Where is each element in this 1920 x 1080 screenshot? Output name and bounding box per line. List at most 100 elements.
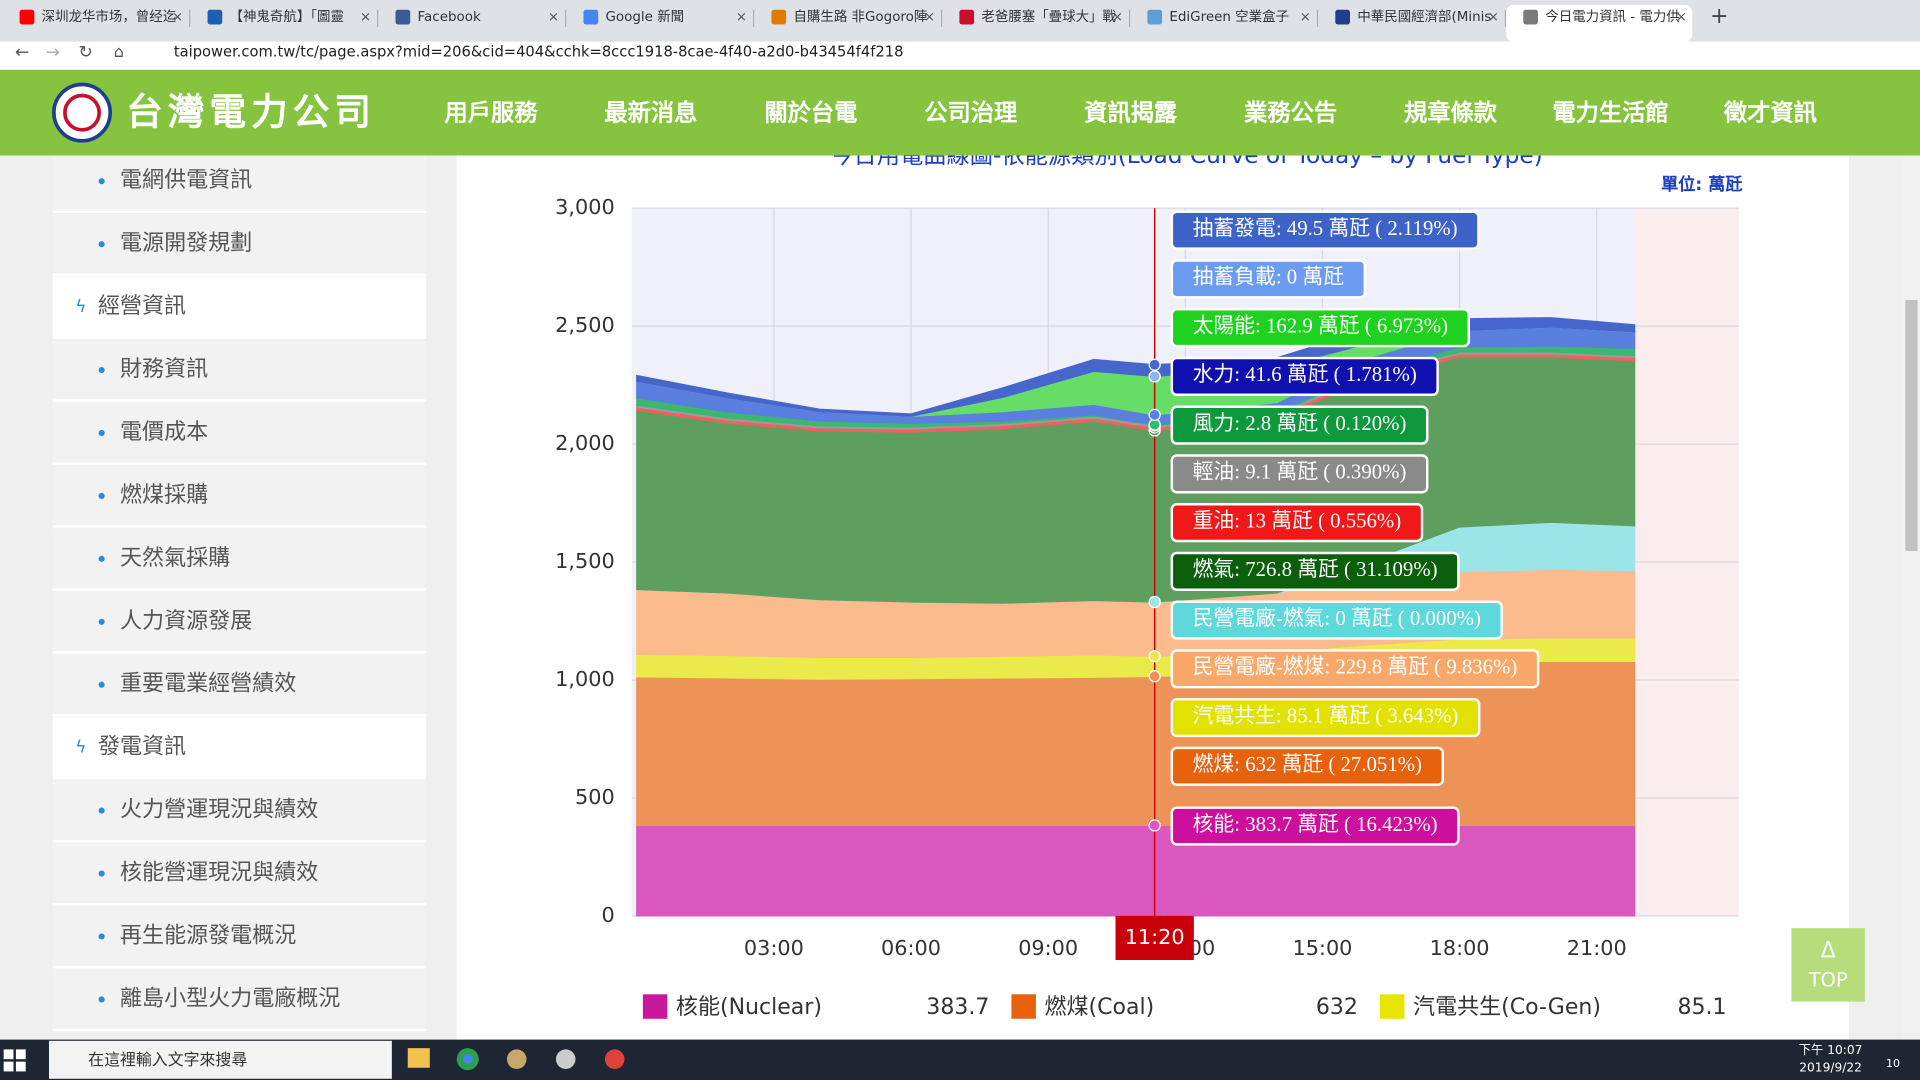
sidebar-item[interactable]: [52, 905, 427, 966]
tooltip-text: 抽蓄發電: 49.5 萬瓩 ( 2.119%): [1193, 216, 1458, 240]
x-tick-label: 03:00: [744, 936, 804, 960]
y-tick-label: 2,000: [555, 431, 615, 455]
sidebar-item[interactable]: [52, 842, 427, 903]
sidebar-label: 電源開發規劃: [120, 231, 252, 256]
tab-close[interactable]: ×: [1676, 10, 1687, 25]
sidebar-item[interactable]: [52, 465, 427, 526]
sidebar-bullet: [98, 681, 105, 688]
chrome-icon-center: [462, 1054, 473, 1065]
sidebar-label: 再生能源發電概況: [120, 923, 296, 948]
x-tick-label: 06:00: [881, 936, 941, 960]
legend-value: 632: [1316, 995, 1358, 1020]
legend-swatch[interactable]: [1011, 994, 1036, 1019]
tab-close[interactable]: ×: [736, 10, 747, 25]
unit-label: 單位: 萬瓩: [1661, 174, 1743, 195]
sidebar-label: 燃煤採購: [120, 483, 208, 508]
start-icon[interactable]: [3, 1061, 14, 1072]
explorer-icon[interactable]: [407, 1048, 430, 1068]
start-icon[interactable]: [3, 1049, 14, 1060]
tab-title: 今日電力資訊 - 電力供: [1545, 9, 1679, 25]
tab-icon: [771, 9, 787, 25]
x-tick-label: 21:00: [1567, 936, 1627, 960]
y-tick-label: 2,500: [555, 313, 615, 337]
forward-button[interactable]: →: [45, 43, 59, 63]
sidebar-item[interactable]: [52, 213, 427, 274]
legend-label[interactable]: 核能(Nuclear): [676, 995, 822, 1020]
tab-close[interactable]: ×: [172, 10, 183, 25]
tooltip-box: [1170, 356, 1439, 396]
clock-date[interactable]: 2019/9/22: [1799, 1060, 1862, 1074]
tab[interactable]: [1130, 4, 1317, 42]
sidebar-item[interactable]: [52, 339, 427, 400]
nav-item[interactable]: 關於台電: [764, 99, 857, 126]
nav-item[interactable]: 業務公告: [1243, 99, 1337, 126]
home-button[interactable]: ⌂: [114, 42, 124, 61]
sidebar-item[interactable]: [52, 528, 427, 589]
sidebar-item[interactable]: [52, 276, 427, 337]
nav-item[interactable]: 規章條款: [1404, 99, 1498, 126]
cursor-label: 11:20: [1125, 925, 1185, 949]
start-icon[interactable]: [15, 1061, 26, 1072]
reload-button[interactable]: ↻: [79, 43, 93, 63]
tab[interactable]: [1506, 4, 1693, 42]
sidebar-icon: ϟ: [75, 297, 86, 317]
start-icon[interactable]: [15, 1049, 26, 1060]
tab[interactable]: [566, 4, 753, 42]
sidebar-item[interactable]: [52, 968, 427, 1029]
tab-icon: [1523, 9, 1538, 25]
back-button[interactable]: ←: [15, 43, 29, 63]
tab-close[interactable]: ×: [1112, 10, 1123, 25]
notification-count[interactable]: 10: [1886, 1057, 1900, 1070]
scrollbar-thumb[interactable]: [1905, 300, 1918, 552]
tab[interactable]: [942, 4, 1129, 42]
tab-close[interactable]: ×: [924, 10, 935, 25]
tab-close[interactable]: ×: [360, 10, 371, 25]
tab[interactable]: [1318, 4, 1505, 42]
tab-close[interactable]: ×: [548, 10, 559, 25]
sidebar-item[interactable]: [52, 717, 427, 778]
legend-label[interactable]: 燃煤(Coal): [1044, 995, 1154, 1020]
nav-item[interactable]: 徵才資訊: [1723, 99, 1817, 126]
legend-swatch[interactable]: [642, 994, 668, 1019]
search-box[interactable]: [48, 1040, 392, 1079]
sidebar-bullet: [98, 492, 105, 499]
sidebar-bullet: [98, 807, 105, 814]
nav-item[interactable]: 電力生活館: [1552, 99, 1668, 126]
sidebar-bullet: [98, 241, 105, 248]
sidebar-label: 天然氣採購: [120, 546, 230, 571]
app-icon[interactable]: [506, 1049, 527, 1069]
tooltip-box: [1170, 649, 1540, 689]
sidebar-item[interactable]: [52, 591, 427, 652]
nav-item[interactable]: 公司治理: [924, 99, 1017, 126]
new-tab[interactable]: +: [1710, 4, 1728, 29]
top-button[interactable]: [1791, 928, 1865, 1002]
tab-close[interactable]: ×: [1300, 10, 1311, 25]
sidebar-bullet: [98, 933, 105, 940]
sidebar-item[interactable]: [52, 150, 427, 211]
tab-close[interactable]: ×: [1488, 10, 1499, 25]
tab[interactable]: [190, 4, 377, 42]
sidebar-item[interactable]: [52, 780, 427, 840]
nav-item[interactable]: 最新消息: [604, 99, 697, 126]
sidebar-item[interactable]: [52, 402, 427, 463]
tab[interactable]: [378, 4, 565, 42]
sidebar-item[interactable]: [52, 654, 427, 715]
nav-item[interactable]: 用戶服務: [445, 99, 539, 126]
legend-swatch[interactable]: [1380, 994, 1405, 1019]
top-icon: Δ: [1821, 938, 1836, 963]
cursor-dot: [1148, 370, 1161, 383]
tooltip-text: 重油: 13 萬瓩 ( 0.556%): [1193, 508, 1402, 532]
sidebar-bullet: [98, 870, 105, 877]
url[interactable]: taipower.com.tw/tc/page.aspx?mid=206&cid…: [174, 44, 904, 61]
clock-time[interactable]: 下午 10:07: [1799, 1043, 1863, 1057]
app-icon[interactable]: [555, 1049, 576, 1069]
app-icon[interactable]: [604, 1049, 625, 1069]
sidebar-bullet: [98, 996, 105, 1003]
tab[interactable]: [754, 4, 941, 42]
tab[interactable]: [2, 4, 189, 42]
legend-label[interactable]: 汽電共生(Co-Gen): [1413, 995, 1601, 1020]
sidebar-label: 重要電業經營績效: [120, 672, 296, 697]
nav-item[interactable]: 資訊揭露: [1084, 99, 1178, 126]
logo-text[interactable]: 台灣電力公司: [126, 90, 376, 133]
